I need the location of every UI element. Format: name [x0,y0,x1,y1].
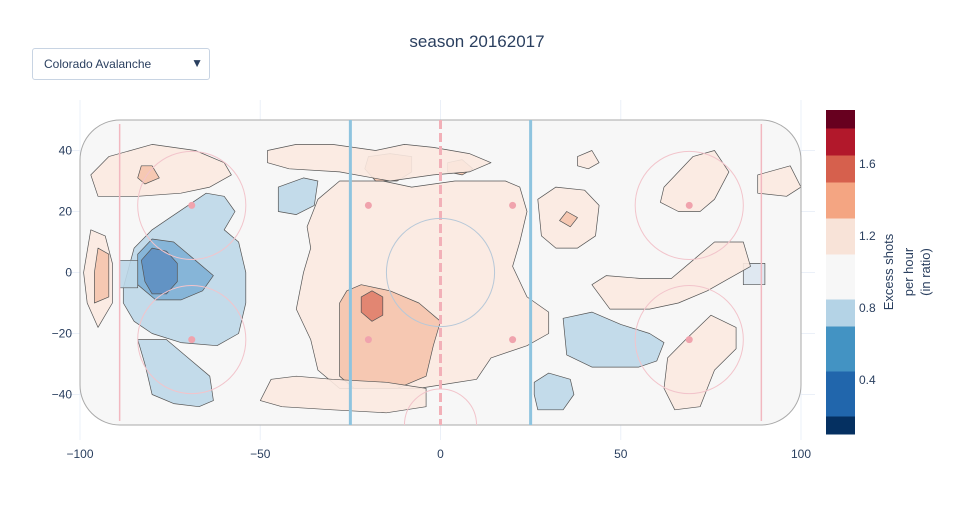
y-tick-label: 20 [59,205,73,219]
colorbar-band [826,326,855,372]
colorbar-band [826,110,855,129]
colorbar-title: per hour [901,247,916,296]
contour-region [591,241,751,310]
colorbar-band [826,371,855,417]
y-tick-label: −40 [52,388,73,402]
contour-region [757,165,801,197]
axis-layer: −100 −50 0 50 100 40 20 0 −20 −40 [52,144,812,462]
contour-region [577,150,600,170]
contour-region [140,247,178,295]
contour-region [533,372,575,411]
colorbar-title: Excess shots [881,233,896,310]
colorbar-title: (in ratio) [918,248,933,296]
chevron-down-icon: ▼ [191,56,203,70]
x-tick-label: 0 [437,447,444,461]
team-dropdown[interactable]: Colorado Avalanche ▼ [32,48,210,80]
colorbar-band [826,128,855,156]
x-tick-label: 100 [791,447,811,461]
y-tick-label: −20 [52,327,73,341]
referee-crease [403,388,478,426]
regions-layer [83,144,801,414]
faceoff-dot [685,201,693,209]
contour-region [562,311,665,368]
faceoff-dot [509,201,517,209]
team-dropdown-value: Colorado Avalanche [44,57,152,71]
faceoff-circle [137,285,247,395]
contour-region [137,339,214,408]
faceoff-dot [188,336,196,344]
contour-region [267,144,492,182]
rink-markings [79,119,802,426]
faceoff-circle [634,285,744,395]
contour-region [259,375,427,414]
colorbar-tick-label: 0.4 [859,373,876,387]
contour-region [559,211,578,228]
colorbar-band [826,218,855,255]
contour-region [119,259,139,289]
faceoff-dot [188,201,196,209]
contour-region [277,177,319,215]
faceoff-circle [137,150,247,260]
faceoff-circle [634,150,744,260]
chart-title: season 20162017 [409,32,545,51]
colorbar-band [826,299,855,327]
y-tick-label: 0 [65,266,72,280]
colorbar-tick-label: 1.6 [859,157,876,171]
contour-region [360,290,384,322]
faceoff-dot [685,336,693,344]
contour-region [663,314,737,411]
contour-region [660,150,730,212]
colorbar: 0.4 0.8 1.2 1.6 Excess shots per hour (in rati… [826,110,933,435]
contour-region [137,165,160,185]
faceoff-dot [364,201,372,209]
x-tick-label: 50 [614,447,628,461]
colorbar-tick-label: 0.8 [859,301,876,315]
colorbar-band [826,155,855,183]
center-circle [385,217,496,328]
y-tick-label: 40 [59,144,73,158]
faceoff-dot [364,336,372,344]
colorbar-band [826,254,855,300]
colorbar-tick-label: 1.2 [859,229,876,243]
colorbar-band [826,182,855,219]
contour-region [90,144,232,197]
faceoff-dot [509,336,517,344]
x-tick-label: −100 [66,447,93,461]
colorbar-band [826,416,855,435]
x-tick-label: −50 [250,447,271,461]
contour-region [94,247,110,304]
